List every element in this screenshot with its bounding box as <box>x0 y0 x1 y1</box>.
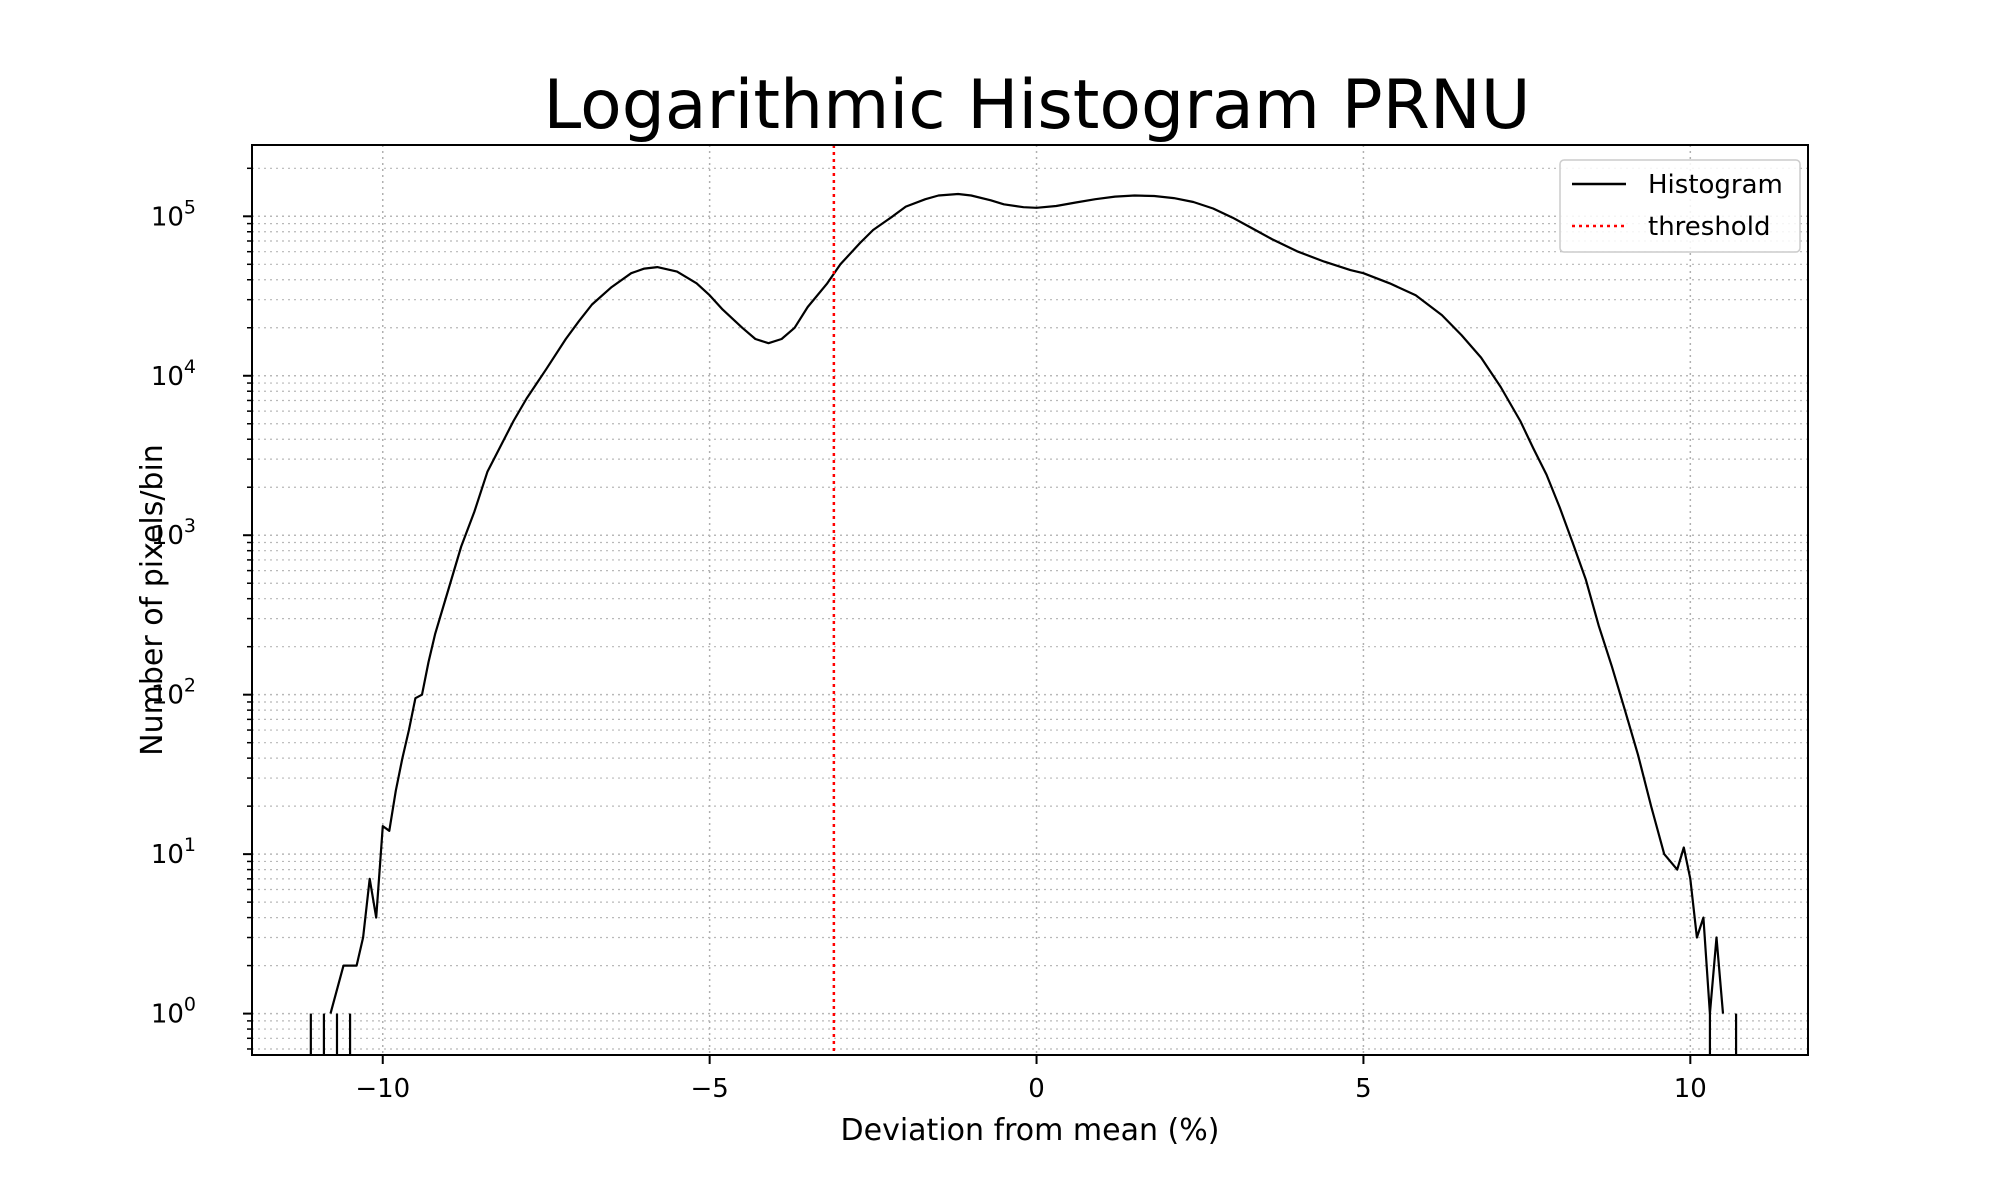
x-tick-label: −10 <box>355 1074 410 1104</box>
y-axis-label: Number of pixels/bin <box>135 444 170 756</box>
y-tick-label: 105 <box>151 196 196 232</box>
y-tick-label: 102 <box>151 675 196 711</box>
x-tick-label: 5 <box>1355 1074 1372 1104</box>
legend: Histogram threshold <box>1559 159 1801 253</box>
x-tick-label: 10 <box>1674 1074 1707 1104</box>
legend-threshold-label: threshold <box>1648 212 1770 242</box>
y-tick-label: 101 <box>151 834 196 870</box>
series-layer <box>309 145 1738 1055</box>
y-tick-label: 103 <box>151 515 196 551</box>
plot-area-frame <box>251 144 1809 1056</box>
histogram-line <box>329 192 1725 1015</box>
x-axis-label: Deviation from mean (%) <box>841 1113 1220 1148</box>
ticks-layer: −10 −5 0 5 10 100 101 102 103 104 105 <box>151 167 1707 1104</box>
x-tick-label: 0 <box>1028 1074 1045 1104</box>
y-tick-label: 100 <box>151 994 196 1030</box>
grid-layer <box>252 145 1808 1055</box>
y-tick-label: 104 <box>151 356 196 392</box>
legend-histogram-label: Histogram <box>1648 170 1783 200</box>
x-tick-label: −5 <box>690 1074 728 1104</box>
chart-title: Logarithmic Histogram PRNU <box>543 66 1530 145</box>
